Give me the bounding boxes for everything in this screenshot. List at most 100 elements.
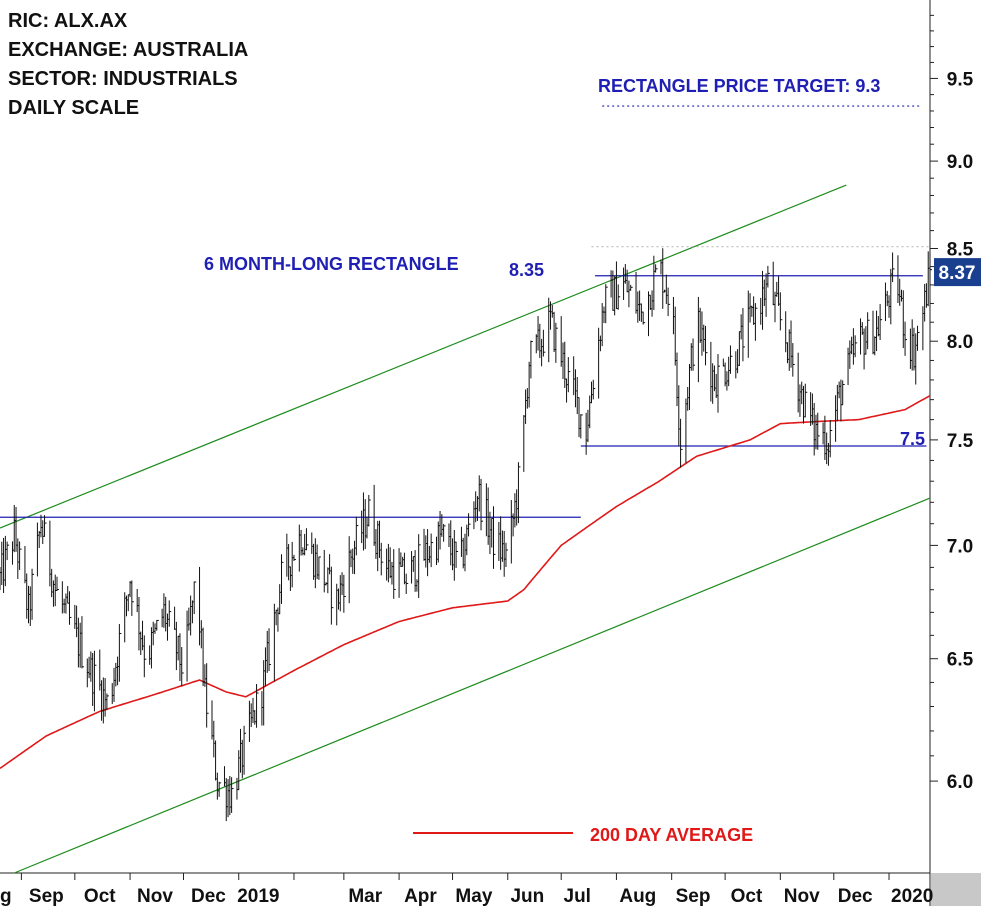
- horizontal-levels: [0, 105, 930, 518]
- price-bar: [468, 513, 471, 537]
- price-bar: [817, 412, 820, 450]
- scale-label: DAILY SCALE: [8, 97, 140, 119]
- price-bar: [323, 549, 327, 593]
- price-bar: [256, 683, 259, 728]
- price-bar: [642, 311, 646, 325]
- x-tick-label: Oct: [84, 886, 116, 906]
- ric-label: RIC: ALX.AX: [8, 10, 128, 32]
- price-bar: [717, 354, 720, 413]
- price-bar: [218, 781, 222, 797]
- price-bar: [291, 541, 295, 588]
- price-bar: [268, 628, 272, 672]
- x-tick-label: Apr: [404, 886, 437, 906]
- price-bar: [767, 265, 770, 288]
- x-tick-label: 2019: [237, 886, 279, 906]
- price-bar: [929, 251, 932, 287]
- price-bar: [156, 619, 159, 631]
- price-bar: [455, 541, 459, 568]
- price-bar: [662, 248, 665, 309]
- price-bar: [854, 335, 858, 358]
- price-bar: [505, 542, 508, 568]
- price-bar: [592, 379, 596, 400]
- x-tick-label: Jun: [510, 886, 544, 906]
- price-bar: [243, 725, 247, 775]
- price-bar: [68, 591, 72, 625]
- price-bar: [792, 343, 795, 377]
- price-bar: [231, 777, 234, 813]
- channel-lower-line: [14, 497, 931, 874]
- price-bar: [193, 581, 197, 615]
- price-bar: [879, 304, 883, 340]
- y-tick-label: 9.5: [947, 69, 974, 90]
- moving-average-layer: [0, 395, 931, 770]
- price-bar: [493, 506, 496, 569]
- x-tick-label: Oct: [731, 886, 763, 906]
- y-tick-label: 6.5: [947, 650, 974, 671]
- upper-level-label: 8.35: [509, 260, 544, 280]
- trend-channel: [0, 184, 931, 874]
- price-bar: [393, 549, 396, 599]
- x-tick-label: Dec: [191, 886, 226, 906]
- price-bar: [754, 303, 758, 341]
- exchange-label: EXCHANGE: AUSTRALIA: [8, 39, 249, 61]
- x-tick-label: Nov: [784, 886, 820, 906]
- x-axis: g Sep Oct Nov Dec 2019 Mar Apr May Jun Jul Aug Sep Oc…: [0, 873, 933, 906]
- price-bar: [867, 312, 870, 350]
- price-bar: [555, 322, 558, 363]
- lower-level-label: 7.5: [900, 429, 925, 449]
- price-bar: [567, 357, 571, 393]
- price-bar: [617, 284, 621, 310]
- price-bar: [729, 345, 733, 374]
- y-axis: 6.0 6.5 7.0 7.5 8.0 8.5 9.0 9.5: [930, 14, 974, 793]
- price-bar: [106, 693, 109, 711]
- price-bar: [44, 515, 47, 537]
- x-tick-label: 2020: [891, 886, 933, 906]
- y-tick-label: 9.0: [947, 152, 973, 173]
- price-bar: [443, 523, 446, 542]
- x-tick-label: Nov: [137, 886, 173, 906]
- price-bar: [293, 554, 296, 562]
- corner-box: [931, 873, 981, 906]
- price-bar: [692, 338, 696, 371]
- price-bar: [405, 573, 409, 594]
- price-bar: [628, 280, 631, 308]
- last-price-value: 8.37: [939, 263, 976, 284]
- price-bar: [36, 522, 40, 577]
- price-bar: [81, 616, 84, 669]
- price-bars-layer: [0, 248, 932, 822]
- price-bar: [305, 528, 309, 551]
- price-bar: [480, 478, 484, 531]
- y-tick-label: 6.0: [947, 772, 973, 793]
- price-bar: [630, 284, 633, 291]
- price-bar: [330, 566, 334, 625]
- y-tick-label: 7.0: [947, 536, 973, 557]
- x-tick-label: Dec: [838, 886, 873, 906]
- channel-upper-line: [0, 184, 847, 529]
- sector-label: SECTOR: INDUSTRIALS: [8, 68, 238, 90]
- price-bar: [168, 600, 172, 627]
- x-tick-label: Sep: [676, 886, 711, 906]
- price-bar: [368, 494, 371, 527]
- price-bar: [655, 264, 658, 273]
- price-bar: [31, 568, 35, 620]
- price-bar: [917, 325, 920, 351]
- price-bar: [705, 325, 708, 366]
- x-tick-label: Mar: [348, 886, 382, 906]
- price-bar: [355, 516, 359, 556]
- price-bar: [380, 542, 384, 576]
- price-bar: [343, 574, 346, 613]
- price-bar: [181, 647, 184, 687]
- price-bar: [580, 414, 583, 439]
- price-bar: [892, 252, 895, 283]
- price-target-label: RECTANGLE PRICE TARGET: 9.3: [598, 76, 880, 96]
- price-bar: [605, 284, 608, 324]
- price-bar: [653, 255, 656, 311]
- price-bar: [829, 420, 833, 458]
- price-bar: [131, 580, 134, 616]
- price-bar: [93, 650, 97, 712]
- ma-legend-label: 200 DAY AVERAGE: [590, 825, 753, 845]
- x-tick-label: Aug: [619, 886, 656, 906]
- price-bar: [804, 383, 808, 418]
- x-tick-label: May: [455, 886, 492, 906]
